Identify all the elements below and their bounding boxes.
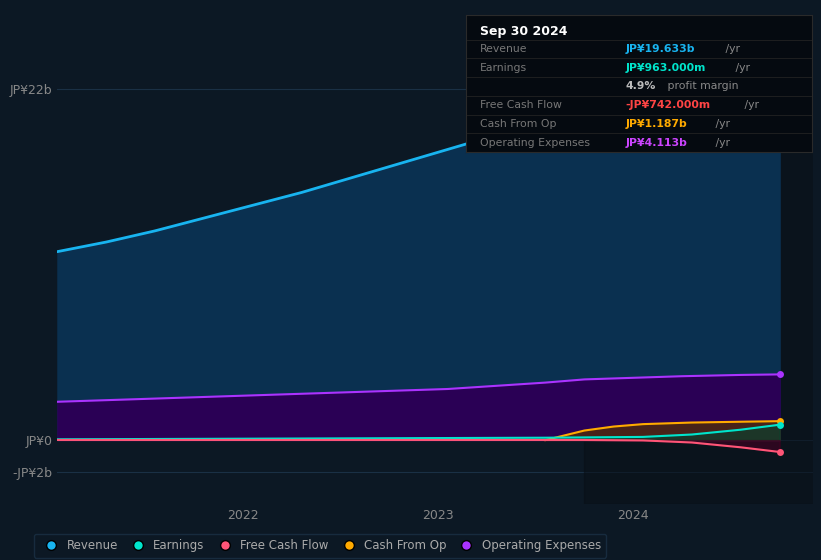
Text: -JP¥742.000m: -JP¥742.000m	[625, 100, 710, 110]
Text: Cash From Op: Cash From Op	[479, 119, 557, 129]
Text: Sep 30 2024: Sep 30 2024	[479, 25, 567, 38]
Text: /yr: /yr	[713, 138, 731, 148]
Legend: Revenue, Earnings, Free Cash Flow, Cash From Op, Operating Expenses: Revenue, Earnings, Free Cash Flow, Cash …	[34, 534, 607, 558]
Text: 4.9%: 4.9%	[625, 81, 655, 91]
Text: JP¥19.633b: JP¥19.633b	[625, 44, 695, 54]
Text: /yr: /yr	[713, 119, 731, 129]
Text: Operating Expenses: Operating Expenses	[479, 138, 589, 148]
Text: Earnings: Earnings	[479, 63, 527, 73]
Text: JP¥4.113b: JP¥4.113b	[625, 138, 687, 148]
Bar	[585, 17, 821, 504]
Text: JP¥963.000m: JP¥963.000m	[625, 63, 705, 73]
Text: /yr: /yr	[722, 44, 740, 54]
Text: Free Cash Flow: Free Cash Flow	[479, 100, 562, 110]
Text: JP¥1.187b: JP¥1.187b	[625, 119, 687, 129]
Text: /yr: /yr	[732, 63, 750, 73]
Text: Revenue: Revenue	[479, 44, 527, 54]
Text: /yr: /yr	[741, 100, 759, 110]
Text: profit margin: profit margin	[664, 81, 738, 91]
